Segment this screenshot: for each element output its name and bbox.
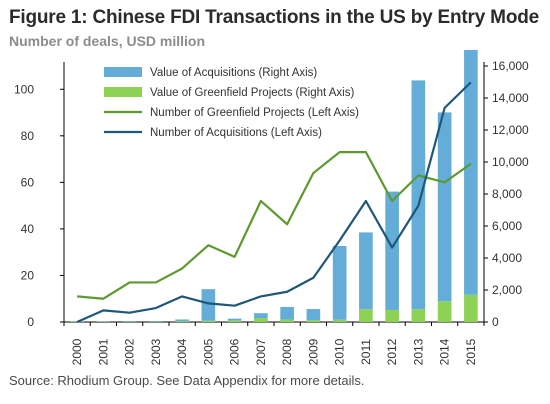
legend-label: Number of Acquisitions (Left Axis) (150, 127, 322, 139)
right-tick-label: 8,000 (492, 187, 522, 201)
x-tick-label: 2010 (333, 338, 347, 365)
bar-acquisition-value (359, 232, 373, 310)
figure-title: Figure 1: Chinese FDI Transactions in th… (9, 7, 539, 28)
x-tick-label: 2001 (96, 338, 110, 365)
legend-label: Value of Acquisitions (Right Axis) (150, 67, 317, 79)
left-tick-label: 80 (21, 129, 35, 143)
x-tick-label: 2014 (438, 338, 452, 365)
bar-acquisition-value (411, 80, 426, 310)
source-note: Source: Rhodium Group. See Data Appendix… (9, 373, 365, 388)
line-greenfield-count (77, 151, 472, 300)
bar-acquisition-value (201, 289, 216, 321)
legend-label: Value of Greenfield Projects (Right Axis… (150, 87, 354, 99)
bar-acquisition-value (175, 319, 189, 322)
bar-acquisition-value (280, 306, 294, 320)
bar-greenfield-value (175, 321, 189, 322)
right-tick-label: 0 (492, 315, 499, 329)
left-tick-label: 40 (21, 222, 35, 236)
bar-acquisition-value (437, 112, 452, 302)
left-tick-label: 0 (27, 315, 34, 329)
right-tick-label: 6,000 (492, 219, 522, 233)
bar-greenfield-value (227, 320, 242, 322)
right-tick-label: 2,000 (492, 283, 522, 297)
right-tick-label: 14,000 (492, 91, 529, 105)
x-tick-label: 2007 (254, 338, 268, 365)
x-tick-label: 2011 (359, 339, 373, 365)
bar-greenfield-value (254, 318, 268, 322)
x-tick-label: 2000 (70, 338, 84, 365)
bar-greenfield-value (332, 319, 347, 322)
left-tick-label: 100 (14, 82, 34, 96)
bar-greenfield-value (280, 319, 294, 322)
x-tick-label: 2008 (280, 338, 294, 365)
x-tick-label: 2013 (411, 338, 425, 365)
x-tick-label: 2005 (201, 338, 215, 365)
bar-greenfield-value (385, 310, 399, 322)
bar-acquisition-value (332, 246, 347, 320)
x-tick-label: 2003 (149, 338, 163, 365)
legend-label: Number of Greenfield Projects (Left Axis… (150, 107, 359, 119)
bar-acquisition-value (306, 309, 321, 321)
figure-subtitle: Number of deals, USD million (9, 33, 206, 49)
left-tick-label: 20 (21, 268, 35, 282)
legend-swatch (104, 67, 142, 77)
x-tick-label: 2006 (228, 338, 242, 365)
x-tick-label: 2004 (175, 338, 189, 365)
bar-acquisition-value (227, 318, 242, 321)
x-tick-label: 2002 (123, 338, 137, 365)
bar-greenfield-value (411, 309, 426, 322)
x-tick-label: 2015 (464, 338, 478, 365)
legend-swatch (104, 87, 142, 97)
bar-greenfield-value (437, 301, 452, 322)
right-tick-label: 12,000 (492, 123, 529, 137)
bar-greenfield-value (359, 309, 373, 322)
right-tick-label: 10,000 (492, 155, 529, 169)
bar-greenfield-value (306, 320, 321, 322)
x-tick-label: 2012 (385, 338, 399, 365)
bar-acquisition-value (254, 313, 268, 318)
bar-acquisition-value (464, 50, 478, 295)
right-tick-label: 4,000 (492, 251, 522, 265)
x-tick-label: 2009 (306, 338, 320, 365)
bar-acquisition-value (385, 191, 399, 310)
bar-greenfield-value (201, 320, 216, 322)
right-tick-label: 16,000 (492, 59, 529, 73)
left-tick-label: 60 (21, 175, 35, 189)
line-acquisition-count (76, 81, 472, 324)
bar-greenfield-value (464, 294, 478, 322)
